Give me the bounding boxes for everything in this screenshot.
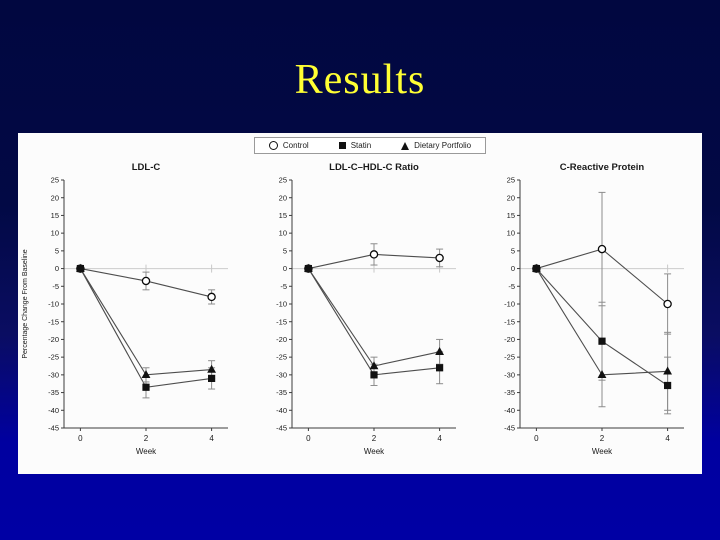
svg-text:10: 10: [507, 229, 515, 238]
svg-text:-5: -5: [508, 282, 515, 291]
svg-text:2: 2: [372, 434, 377, 443]
svg-text:-20: -20: [504, 335, 515, 344]
svg-text:-25: -25: [276, 353, 287, 362]
chart-svg: LDL-C–HDL-C Ratio2520151050-5-10-15-20-2…: [276, 162, 456, 456]
svg-text:15: 15: [279, 211, 287, 220]
svg-text:-30: -30: [276, 370, 287, 379]
control-circle-icon: [268, 141, 278, 150]
svg-text:-10: -10: [48, 300, 59, 309]
x-axis-label: Week: [364, 447, 385, 456]
svg-text:4: 4: [665, 434, 670, 443]
svg-text:25: 25: [507, 176, 515, 185]
svg-text:0: 0: [78, 434, 83, 443]
svg-text:0: 0: [534, 434, 539, 443]
svg-text:-5: -5: [280, 282, 287, 291]
svg-text:2: 2: [600, 434, 605, 443]
svg-text:-15: -15: [48, 317, 59, 326]
svg-text:0: 0: [55, 264, 59, 273]
series-circle: [80, 268, 216, 305]
svg-text:5: 5: [55, 246, 59, 255]
svg-text:0: 0: [283, 264, 287, 273]
series-triangle: [307, 268, 444, 376]
svg-text:25: 25: [51, 176, 59, 185]
svg-text:-20: -20: [48, 335, 59, 344]
x-axis-label: Week: [592, 447, 613, 456]
chart-svg: LDL-C2520151050-5-10-15-20-25-30-35-40-4…: [22, 162, 228, 456]
svg-text:20: 20: [51, 193, 59, 202]
legend-label-statin: Statin: [350, 141, 372, 150]
svg-text:20: 20: [507, 193, 515, 202]
statin-square-icon: [338, 142, 346, 149]
svg-text:0: 0: [511, 264, 515, 273]
y-axis-label: Percentage Change From Baseline: [22, 249, 29, 358]
figure-legend: Control Statin Dietary Portfolio: [253, 137, 487, 154]
svg-text:-40: -40: [504, 406, 515, 415]
series-triangle: [79, 268, 216, 383]
svg-text:-35: -35: [276, 388, 287, 397]
svg-text:20: 20: [279, 193, 287, 202]
svg-text:0: 0: [306, 434, 311, 443]
svg-text:25: 25: [279, 176, 287, 185]
results-figure-panel: Control Statin Dietary Portfolio LDL-C 25…: [18, 133, 702, 474]
legend-label-dietary-portfolio: Dietary Portfolio: [414, 141, 472, 150]
markers-square: [532, 264, 672, 390]
svg-text:15: 15: [51, 211, 59, 220]
chart-ldl-c-hdl-c-ratio: LDL-C–HDL-C Ratio 25 20 15 10 5 0 -5 -10 -15 -20 -2…: [246, 154, 474, 464]
legend-item-statin: Statin: [338, 141, 372, 150]
dietary-portfolio-triangle-icon: [401, 141, 410, 150]
chart-title: LDL-C: [132, 162, 161, 173]
legend-label-control: Control: [282, 141, 309, 150]
svg-text:-15: -15: [276, 317, 287, 326]
svg-text:-45: -45: [276, 424, 287, 433]
slide-title: Results: [294, 57, 426, 103]
svg-text:-45: -45: [504, 424, 515, 433]
svg-text:-35: -35: [504, 388, 515, 397]
svg-text:10: 10: [51, 229, 59, 238]
svg-text:-10: -10: [504, 300, 515, 309]
markers-triangle: [304, 263, 444, 370]
x-axis-label: Week: [136, 447, 157, 456]
svg-text:-5: -5: [52, 282, 59, 291]
svg-text:15: 15: [507, 211, 515, 220]
svg-text:-25: -25: [48, 353, 59, 362]
svg-text:2: 2: [144, 434, 149, 443]
svg-text:-30: -30: [504, 370, 515, 379]
chart-ldl-c: LDL-C 25 20 15 10 5 0 -5 -10 -15 -20 -25 -30 -35 -40 -4…: [18, 154, 246, 464]
chart-title: C-Reactive Protein: [560, 162, 645, 173]
svg-text:-35: -35: [48, 388, 59, 397]
svg-text:-25: -25: [504, 353, 515, 362]
charts-row: LDL-C 25 20 15 10 5 0 -5 -10 -15 -20 -25 -30 -35 -40 -4…: [18, 154, 702, 464]
svg-text:4: 4: [437, 434, 442, 443]
series-square: [79, 268, 216, 399]
svg-text:5: 5: [283, 246, 287, 255]
svg-text:-15: -15: [504, 317, 515, 326]
chart-svg: C-Reactive Protein2520151050-5-10-15-20-…: [504, 162, 684, 456]
legend-item-dietary-portfolio: Dietary Portfolio: [401, 141, 471, 150]
svg-text:4: 4: [209, 434, 214, 443]
svg-text:-30: -30: [48, 370, 59, 379]
markers-square: [304, 264, 444, 379]
svg-text:5: 5: [511, 246, 515, 255]
svg-text:-10: -10: [276, 300, 287, 309]
markers-square: [76, 264, 216, 391]
svg-text:-40: -40: [276, 406, 287, 415]
svg-text:-20: -20: [276, 335, 287, 344]
legend-item-control: Control: [268, 141, 309, 150]
svg-text:-40: -40: [48, 406, 59, 415]
svg-text:-45: -45: [48, 424, 59, 433]
chart-c-reactive-protein: C-Reactive Protein 25 20 15 10 5 0 -5 -10 -15 -20-…: [474, 154, 702, 464]
series-circle: [536, 191, 672, 335]
chart-title: LDL-C–HDL-C Ratio: [329, 162, 419, 173]
svg-text:10: 10: [279, 229, 287, 238]
